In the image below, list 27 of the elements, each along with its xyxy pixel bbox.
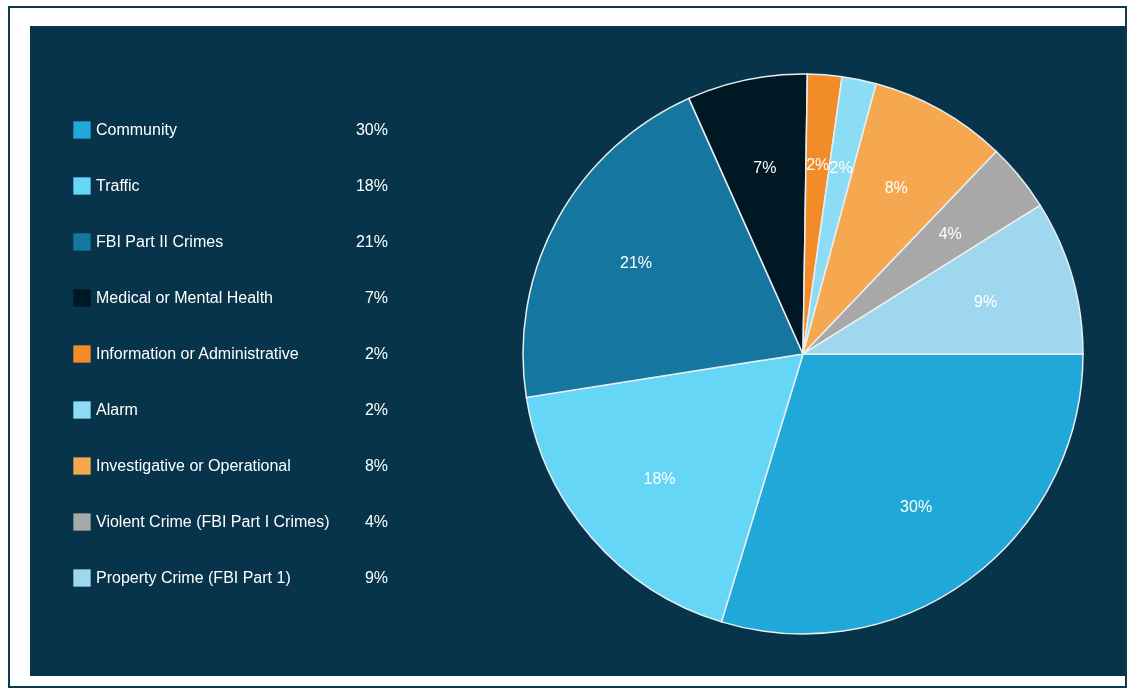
- legend-label: Property Crime (FBI Part 1): [96, 569, 291, 586]
- legend-label: FBI Part II Crimes: [96, 233, 224, 250]
- text: 2%: [364, 401, 388, 418]
- legend-label: Alarm: [96, 401, 138, 418]
- data-label: 2%: [829, 158, 853, 176]
- text: 7%: [364, 289, 388, 306]
- data-label: 4%: [938, 224, 962, 242]
- text: 2%: [364, 345, 388, 362]
- legend-label: Traffic: [96, 177, 140, 194]
- text: 8%: [364, 457, 388, 474]
- data-label: 7%: [753, 158, 777, 176]
- text: 9%: [364, 569, 388, 586]
- text: 18%: [355, 177, 388, 194]
- data-label: 2%: [806, 155, 830, 173]
- legend-label: Investigative or Operational: [96, 457, 291, 474]
- data-label: 30%: [900, 497, 933, 515]
- data-label: 8%: [884, 179, 908, 197]
- data-label: 9%: [974, 292, 998, 310]
- legend-label: Community: [96, 121, 177, 138]
- legend-label: Information or Administrative: [96, 345, 299, 362]
- text: 21%: [620, 254, 653, 272]
- text: 30%: [355, 121, 388, 138]
- legend-label: Medical or Mental Health: [96, 289, 273, 306]
- data-label: 18%: [643, 469, 676, 487]
- legend-label: Violent Crime (FBI Part I Crimes): [96, 513, 330, 530]
- text: 4%: [364, 513, 388, 530]
- data-label: 21%: [355, 233, 388, 250]
